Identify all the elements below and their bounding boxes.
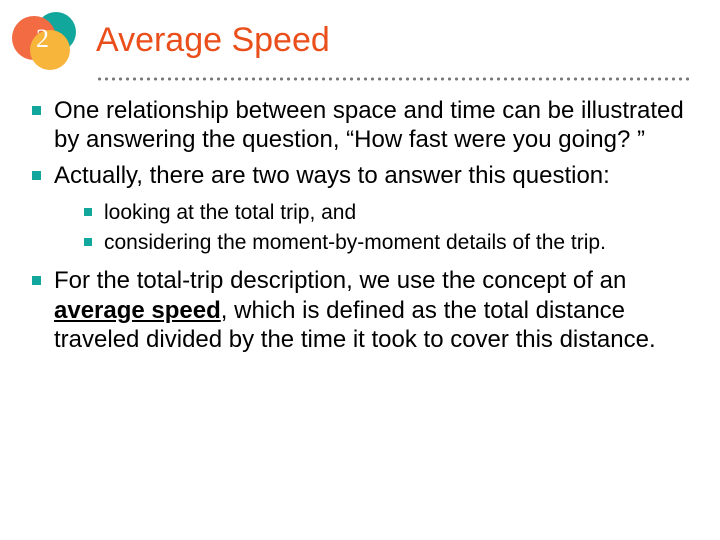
main-bullet-list: One relationship between space and time … <box>28 96 692 354</box>
bullet-text: Actually, there are two ways to answer t… <box>54 162 610 189</box>
sub-bullet-item: considering the moment-by-moment details… <box>82 230 692 256</box>
sub-bullet-list: looking at the total trip, and consideri… <box>82 200 692 257</box>
sub-bullet-text: looking at the total trip, and <box>104 201 356 224</box>
sub-bullet-item: looking at the total trip, and <box>82 200 692 226</box>
bullet-text: One relationship between space and time … <box>54 97 684 153</box>
bullet-text-emphasis: average speed <box>54 297 221 324</box>
slide-header: 2 Average Speed <box>0 0 720 68</box>
slide-content: One relationship between space and time … <box>0 96 720 354</box>
chapter-number: 2 <box>36 24 49 54</box>
bullet-item: For the total-trip description, we use t… <box>28 266 692 354</box>
bullet-item: One relationship between space and time … <box>28 96 692 155</box>
bullet-text-before: For the total-trip description, we use t… <box>54 267 626 294</box>
sub-bullet-text: considering the moment-by-moment details… <box>104 231 606 254</box>
slide-title: Average Speed <box>96 21 330 60</box>
divider-dots <box>96 76 691 82</box>
bullet-item: Actually, there are two ways to answer t… <box>28 161 692 257</box>
chapter-badge: 2 <box>12 12 78 68</box>
